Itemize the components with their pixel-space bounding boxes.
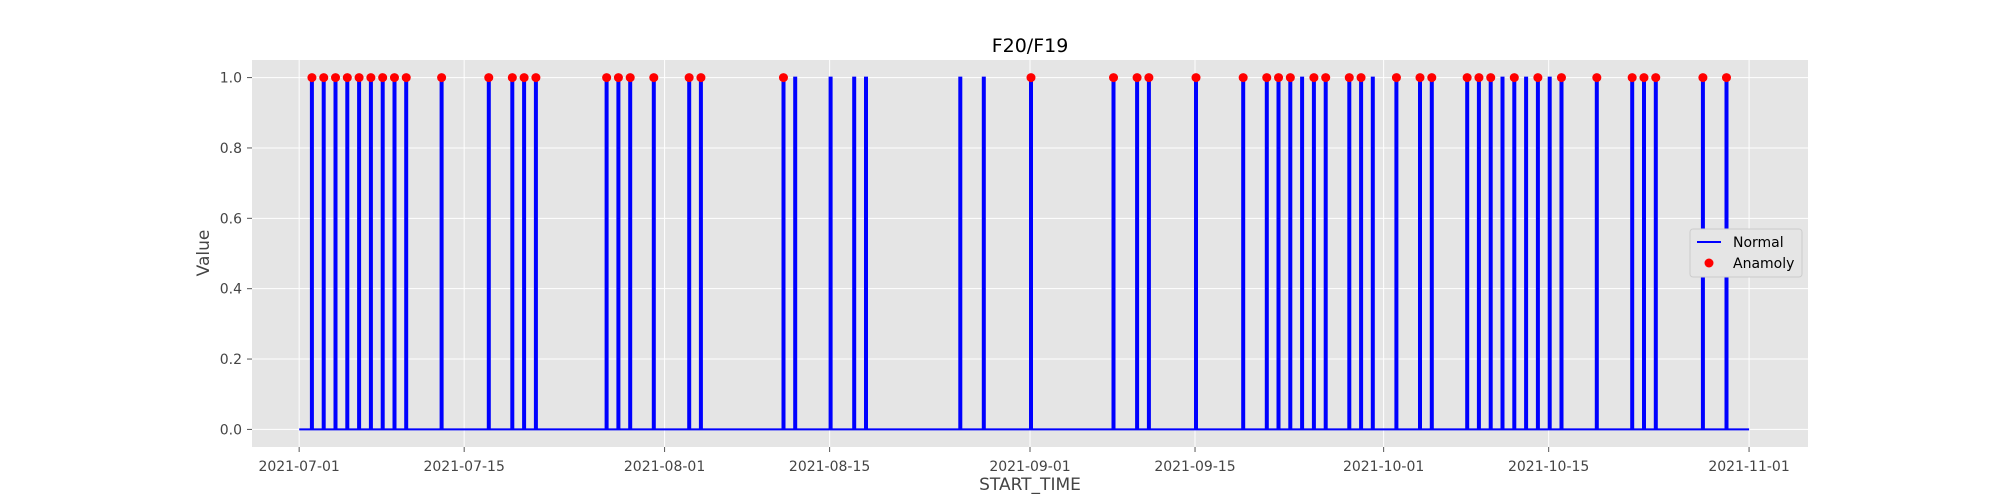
anomaly-point <box>331 73 341 83</box>
y-tick-label: 0.8 <box>220 141 242 157</box>
anomaly-point <box>649 73 659 83</box>
anomaly-point <box>1533 73 1543 83</box>
anomaly-point <box>531 73 541 83</box>
anomaly-point <box>1238 73 1248 83</box>
anomaly-point <box>696 73 706 83</box>
anomaly-point <box>1285 73 1295 83</box>
anomaly-point <box>307 73 317 83</box>
anomaly-point <box>1191 73 1201 83</box>
anomaly-point <box>354 73 364 83</box>
anomaly-point <box>1274 73 1284 83</box>
anomaly-point <box>1132 73 1142 83</box>
anomaly-point <box>319 73 329 83</box>
anomaly-point <box>1427 73 1437 83</box>
y-tick-label: 0.4 <box>220 282 242 298</box>
anomaly-point <box>684 73 694 83</box>
x-ticks: 2021-07-01 2021-07-15 2021-08-01 2021-08-15… <box>258 447 1790 475</box>
anomaly-point <box>1698 73 1708 83</box>
anomaly-point <box>1721 73 1731 83</box>
anomaly-point <box>366 73 376 83</box>
anomaly-point <box>342 73 352 83</box>
anomaly-point <box>401 73 411 83</box>
x-tick-label: 2021-07-01 <box>258 459 339 475</box>
x-axis-label: START_TIME <box>979 475 1081 495</box>
legend: Normal Anamoly <box>1689 228 1803 278</box>
anomaly-point <box>1415 73 1425 83</box>
anomaly-point <box>602 73 612 83</box>
anomaly-point <box>613 73 623 83</box>
anomaly-point <box>1356 73 1366 83</box>
anomaly-point <box>1639 73 1649 83</box>
anomaly-point <box>1344 73 1354 83</box>
anomaly-point <box>1556 73 1566 83</box>
x-tick-label: 2021-09-15 <box>1154 459 1235 475</box>
legend-anomaly-label: Anamoly <box>1733 256 1794 272</box>
anomaly-point <box>1109 73 1119 83</box>
x-tick-label: 2021-11-01 <box>1708 459 1789 475</box>
x-tick-label: 2021-09-01 <box>989 459 1070 475</box>
anomaly-point <box>437 73 447 83</box>
anomaly-points <box>307 73 1731 83</box>
anomaly-point <box>778 73 788 83</box>
y-axis-label: Value <box>194 230 214 277</box>
x-tick-label: 2021-08-15 <box>789 459 870 475</box>
anomaly-point <box>1486 73 1496 83</box>
anomaly-point <box>378 73 388 83</box>
y-tick-label: 0.0 <box>220 422 242 438</box>
anomaly-point <box>1026 73 1036 83</box>
anomaly-point <box>1262 73 1272 83</box>
anomaly-point <box>507 73 517 83</box>
y-ticks: 0.0 0.2 0.4 0.6 0.8 1.0 <box>220 71 252 438</box>
legend-normal-label: Normal <box>1733 235 1784 251</box>
anomaly-point <box>1462 73 1472 83</box>
anomaly-point <box>1144 73 1154 83</box>
anomaly-point <box>1651 73 1661 83</box>
legend-anomaly-swatch <box>1704 258 1714 268</box>
y-tick-label: 0.6 <box>220 211 242 227</box>
anomaly-point <box>1592 73 1602 83</box>
anomaly-point <box>1321 73 1331 83</box>
anomaly-point <box>1309 73 1319 83</box>
x-tick-label: 2021-10-01 <box>1343 459 1424 475</box>
anomaly-point <box>389 73 399 83</box>
x-tick-label: 2021-07-15 <box>423 459 504 475</box>
y-tick-label: 1.0 <box>220 71 242 87</box>
anomaly-point <box>519 73 529 83</box>
anomaly-point <box>1627 73 1637 83</box>
y-tick-label: 0.2 <box>220 352 242 368</box>
chart-title: F20/F19 <box>992 35 1069 57</box>
anomaly-point <box>1391 73 1401 83</box>
anomaly-point <box>484 73 494 83</box>
anomaly-point <box>1474 73 1484 83</box>
x-tick-label: 2021-08-01 <box>624 459 705 475</box>
x-tick-label: 2021-10-15 <box>1508 459 1589 475</box>
anomaly-point <box>625 73 635 83</box>
anomaly-point <box>1509 73 1519 83</box>
